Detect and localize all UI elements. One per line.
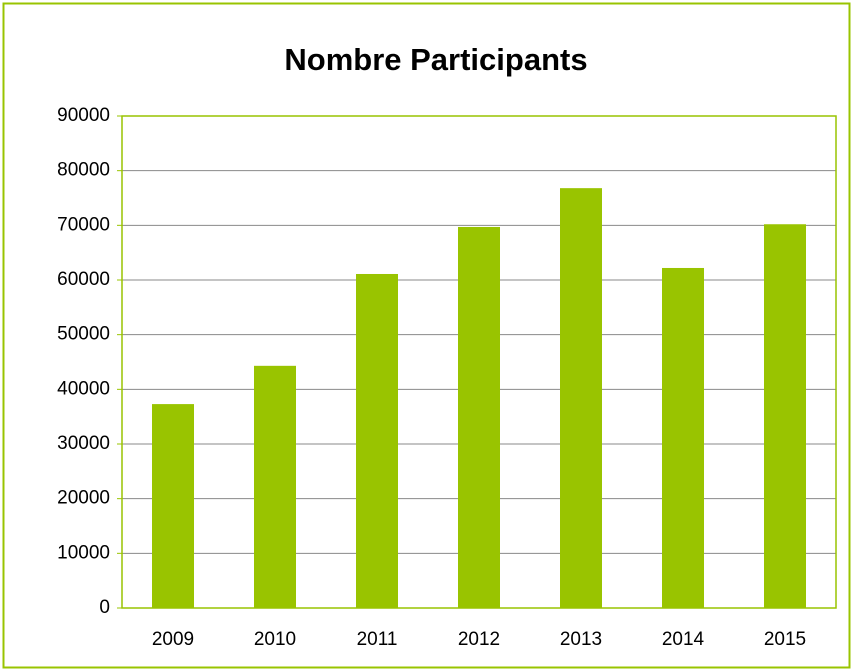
- chart-title: Nombre Participants: [284, 42, 587, 77]
- y-tick-label: 10000: [57, 542, 110, 563]
- bar: [764, 224, 806, 609]
- y-tick-label: 0: [99, 597, 110, 618]
- bar: [356, 273, 398, 608]
- bar: [662, 267, 704, 608]
- y-tick-label: 60000: [57, 269, 110, 290]
- y-tick-label: 30000: [57, 433, 110, 454]
- y-tick-label: 20000: [57, 488, 110, 509]
- x-tick-label: 2012: [458, 629, 500, 650]
- x-tick-label: 2013: [560, 629, 602, 650]
- bar: [152, 404, 194, 608]
- bar: [560, 188, 602, 608]
- x-tick-label: 2009: [152, 629, 194, 650]
- y-tick-label: 50000: [57, 324, 110, 345]
- x-tick-label: 2014: [662, 629, 705, 650]
- x-tick-label: 2011: [357, 629, 398, 650]
- bar: [254, 365, 296, 608]
- bar: [458, 226, 500, 608]
- y-tick-label: 80000: [57, 160, 110, 181]
- y-tick-label: 70000: [57, 214, 110, 235]
- y-tick-label: 40000: [57, 378, 110, 399]
- x-tick-label: 2010: [254, 629, 296, 650]
- y-tick-label: 90000: [57, 105, 110, 126]
- x-tick-label: 2015: [764, 629, 806, 650]
